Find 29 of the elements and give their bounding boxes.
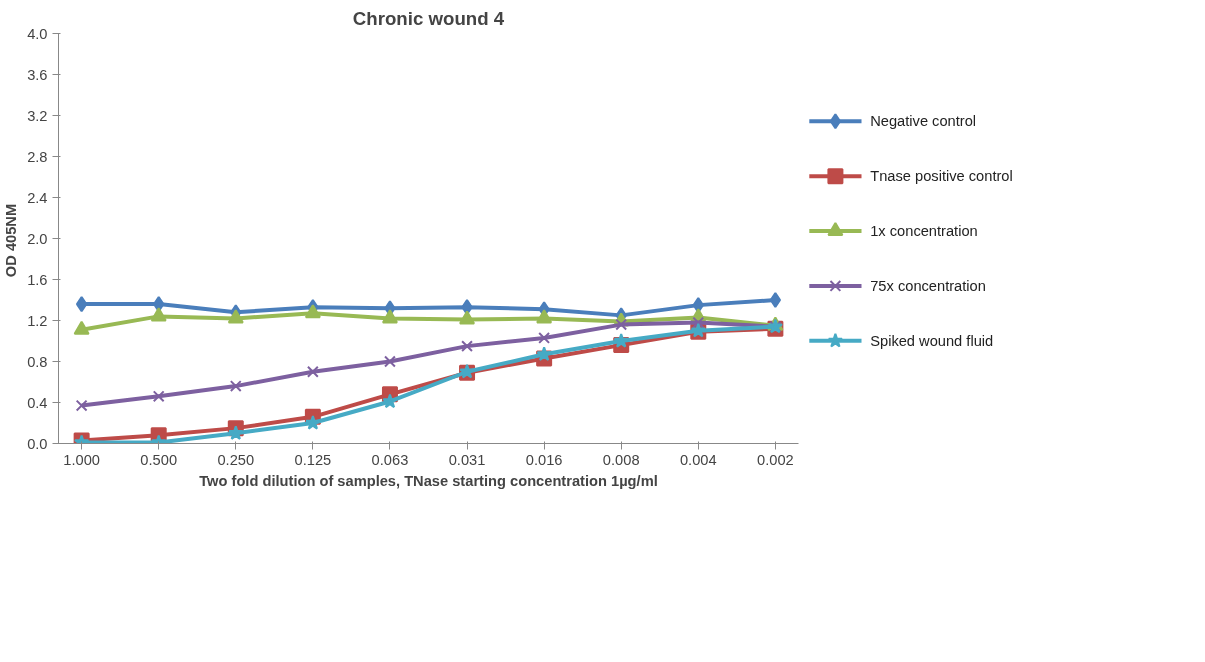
x-tick-label: 0.500 <box>140 451 178 468</box>
y-axis-title: OD 405NM <box>3 203 20 278</box>
y-tick-label: 0.0 <box>27 435 48 452</box>
x-tick-label: 0.004 <box>679 451 717 468</box>
y-tick-label: 4.0 <box>27 25 48 42</box>
x-tick-label: 0.002 <box>757 451 794 468</box>
x-tick-label: 0.250 <box>217 451 255 468</box>
x-tick-label: 0.031 <box>448 451 486 468</box>
x-tick-label: 0.125 <box>294 451 332 468</box>
y-tick-label: 3.6 <box>27 66 48 83</box>
legend-label: Negative control <box>870 113 977 130</box>
y-tick-label: 0.4 <box>27 394 48 411</box>
y-tick-label: 2.0 <box>27 230 48 247</box>
chart-title: Chronic wound 4 <box>352 7 505 29</box>
y-tick-label: 2.4 <box>27 189 48 206</box>
y-tick-label: 0.8 <box>27 353 48 370</box>
legend-label: Tnase positive control <box>870 168 1013 185</box>
legend-label: Spiked wound fluid <box>870 332 994 349</box>
x-tick-label: 1.000 <box>63 451 100 468</box>
y-tick-label: 3.2 <box>27 107 48 124</box>
legend-label: 75x concentration <box>870 277 986 294</box>
y-tick-label: 2.8 <box>27 148 48 165</box>
y-tick-label: 1.2 <box>27 312 48 329</box>
x-tick-label: 0.016 <box>525 451 563 468</box>
legend-label: 1x concentration <box>870 223 978 240</box>
x-tick-label: 0.008 <box>602 451 640 468</box>
x-axis-title: Two fold dilution of samples, TNase starting concentration 1µg/ml <box>199 472 658 489</box>
x-tick-label: 0.063 <box>371 451 409 468</box>
y-tick-label: 1.6 <box>27 271 48 288</box>
